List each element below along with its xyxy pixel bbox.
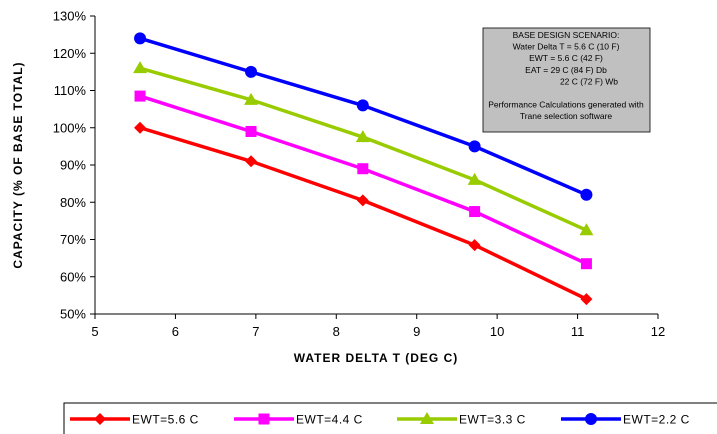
data-point bbox=[579, 223, 594, 236]
annotation-line: 22 C (72 F) Wb bbox=[560, 76, 618, 86]
x-tick-label: 11 bbox=[571, 324, 585, 339]
y-tick-label: 120% bbox=[53, 46, 87, 61]
legend-entry-2: EWT=4.4 C bbox=[234, 413, 363, 427]
legend: EWT=5.6 C EWT=4.4 C EWT=3.3 C EWT=2.2 C bbox=[63, 402, 717, 434]
data-point bbox=[580, 188, 593, 201]
data-point bbox=[134, 90, 146, 102]
y-tick-label: 100% bbox=[53, 120, 87, 135]
annotation-line: Water Delta T = 5.6 C (10 F) bbox=[513, 42, 620, 52]
x-tick-label: 8 bbox=[333, 324, 340, 339]
data-point bbox=[357, 163, 369, 175]
x-tick-label: 10 bbox=[490, 324, 504, 339]
y-tick-label: 130% bbox=[53, 9, 87, 24]
data-point bbox=[134, 121, 147, 134]
legend-entry-3: EWT=3.3 C bbox=[397, 412, 526, 427]
series-layer bbox=[133, 32, 594, 306]
data-point bbox=[468, 239, 481, 252]
legend-entry-4: EWT=2.2 C bbox=[561, 413, 690, 427]
data-point bbox=[245, 125, 257, 137]
annotation-line: EWT = 5.6 C (42 F) bbox=[529, 53, 603, 63]
annotation-box: BASE DESIGN SCENARIO: Water Delta T = 5.6… bbox=[482, 27, 651, 133]
y-tick-label: 110% bbox=[54, 83, 87, 98]
x-tick-label: 9 bbox=[413, 324, 420, 339]
data-point bbox=[469, 206, 481, 218]
annotation-line: EAT = 29 C (84 F) Db bbox=[525, 65, 607, 75]
legend-label: EWT=4.4 C bbox=[296, 413, 363, 427]
y-axis: 50% 60% 70% 80% 90% 100% 110% 120% 130% bbox=[53, 9, 96, 322]
data-point bbox=[580, 293, 593, 306]
y-tick-label: 90% bbox=[60, 158, 86, 173]
data-point bbox=[468, 140, 481, 153]
x-tick-label: 7 bbox=[252, 324, 259, 339]
data-point bbox=[245, 65, 258, 78]
legend-marker bbox=[258, 413, 270, 425]
data-point bbox=[244, 92, 259, 105]
annotation-line: BASE DESIGN SCENARIO: bbox=[513, 30, 620, 40]
data-point bbox=[580, 258, 592, 270]
y-tick-label: 70% bbox=[60, 232, 86, 247]
data-point bbox=[133, 61, 148, 74]
data-point bbox=[356, 194, 369, 207]
data-point bbox=[355, 130, 370, 143]
y-tick-label: 60% bbox=[60, 269, 86, 284]
legend-label: EWT=2.2 C bbox=[623, 413, 690, 427]
annotation-background bbox=[482, 27, 651, 133]
legend-marker bbox=[585, 413, 597, 425]
legend-marker bbox=[420, 412, 434, 424]
annotation-line: Trane selection software bbox=[520, 111, 613, 121]
x-tick-label: 5 bbox=[91, 324, 98, 339]
x-tick-label: 6 bbox=[172, 324, 179, 339]
series-4 bbox=[134, 32, 593, 201]
data-point bbox=[134, 32, 147, 45]
x-tick-label: 12 bbox=[651, 324, 665, 339]
data-point bbox=[356, 99, 369, 112]
annotation-line: Performance Calculations generated with bbox=[488, 100, 644, 110]
series-3 bbox=[133, 61, 594, 236]
data-point bbox=[245, 155, 258, 168]
legend-entry-1: EWT=5.6 C bbox=[70, 413, 199, 427]
legend-marker bbox=[94, 413, 106, 425]
y-tick-label: 80% bbox=[60, 195, 86, 210]
x-axis-title: WATER DELTA T (DEG C) bbox=[294, 351, 459, 365]
y-tick-label: 50% bbox=[60, 307, 86, 322]
y-axis-title: CAPACITY (% OF BASE TOTAL) bbox=[11, 61, 25, 268]
series-1 bbox=[134, 121, 593, 306]
series-2 bbox=[134, 90, 592, 270]
data-point bbox=[467, 172, 482, 185]
x-axis: 5 6 7 8 9 10 11 12 bbox=[91, 313, 665, 339]
legend-label: EWT=3.3 C bbox=[459, 413, 526, 427]
legend-label: EWT=5.6 C bbox=[132, 413, 199, 427]
